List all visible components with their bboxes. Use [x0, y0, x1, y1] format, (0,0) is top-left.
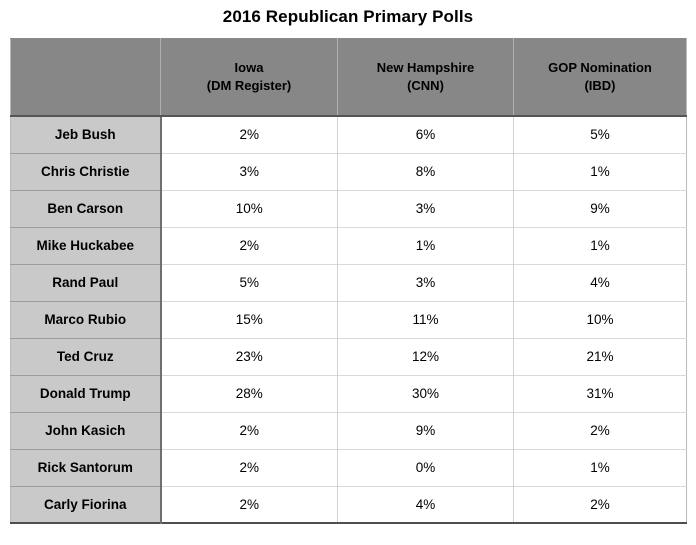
table-row: Ted Cruz 23% 12% 21%: [10, 337, 687, 375]
table-row: Marco Rubio 15% 11% 10%: [10, 300, 687, 338]
table-row: John Kasich 2% 9% 2%: [10, 411, 687, 449]
column-header-source: (CNN): [407, 78, 444, 93]
poll-value-cell: 12%: [337, 337, 514, 375]
poll-value-cell: 5%: [160, 263, 338, 301]
table-row: Chris Christie 3% 8% 1%: [10, 152, 687, 190]
column-header-new-hampshire: New Hampshire (CNN): [337, 38, 514, 117]
poll-value-cell: 6%: [337, 116, 514, 153]
poll-value-cell: 10%: [513, 300, 687, 338]
candidate-name-cell: Rick Santorum: [10, 448, 162, 486]
poll-value-cell: 0%: [337, 448, 514, 486]
poll-value-cell: 31%: [513, 374, 687, 412]
table-row: Rick Santorum 2% 0% 1%: [10, 448, 687, 486]
poll-value-cell: 5%: [513, 116, 687, 153]
poll-value-cell: 15%: [160, 300, 338, 338]
poll-value-cell: 3%: [337, 189, 514, 227]
poll-value-cell: 8%: [337, 152, 514, 190]
corner-header-cell: [10, 38, 161, 117]
poll-value-cell: 10%: [160, 189, 338, 227]
column-header-source: (IBD): [584, 78, 616, 93]
poll-value-cell: 2%: [160, 485, 338, 523]
candidate-name-cell: Ben Carson: [10, 189, 162, 227]
column-header-iowa: Iowa (DM Register): [160, 38, 338, 117]
poll-value-cell: 2%: [160, 448, 338, 486]
poll-value-cell: 4%: [337, 485, 514, 523]
column-header-label: Iowa: [234, 59, 264, 75]
page-title: 2016 Republican Primary Polls: [222, 7, 474, 26]
poll-value-cell: 2%: [160, 226, 338, 264]
candidate-name-cell: Carly Fiorina: [10, 485, 162, 523]
candidate-name-cell: Donald Trump: [10, 374, 162, 412]
table-row: Mike Huckabee 2% 1% 1%: [10, 226, 687, 264]
poll-value-cell: 2%: [160, 116, 338, 153]
candidate-name-cell: Jeb Bush: [10, 116, 162, 153]
poll-value-cell: 2%: [513, 485, 687, 523]
poll-value-cell: 2%: [513, 411, 687, 449]
table-row: Ben Carson 10% 3% 9%: [10, 189, 687, 227]
poll-value-cell: 1%: [513, 448, 687, 486]
poll-value-cell: 3%: [160, 152, 338, 190]
table-row: Donald Trump 28% 30% 31%: [10, 374, 687, 412]
candidate-name-cell: Mike Huckabee: [10, 226, 162, 264]
poll-value-cell: 30%: [337, 374, 514, 412]
poll-value-cell: 23%: [160, 337, 338, 375]
poll-value-cell: 11%: [337, 300, 514, 338]
poll-value-cell: 9%: [513, 189, 687, 227]
poll-value-cell: 1%: [337, 226, 514, 264]
poll-value-cell: 1%: [513, 226, 687, 264]
candidate-name-cell: Marco Rubio: [10, 300, 162, 338]
column-header-label: New Hampshire: [376, 59, 475, 75]
poll-value-cell: 2%: [160, 411, 338, 449]
poll-value-cell: 3%: [337, 263, 514, 301]
column-header-gop-nomination: GOP Nomination (IBD): [513, 38, 687, 117]
polls-table: Iowa (DM Register) New Hampshire (CNN) G…: [10, 38, 687, 524]
candidate-name-cell: Chris Christie: [10, 152, 162, 190]
poll-value-cell: 1%: [513, 152, 687, 190]
poll-value-cell: 9%: [337, 411, 514, 449]
candidate-name-cell: John Kasich: [10, 411, 162, 449]
candidate-name-cell: Ted Cruz: [10, 337, 162, 375]
column-header-label: GOP Nomination: [548, 59, 652, 75]
table-row: Jeb Bush 2% 6% 5%: [10, 116, 687, 153]
poll-value-cell: 21%: [513, 337, 687, 375]
table-body: Jeb Bush 2% 6% 5% Chris Christie 3% 8% 1…: [10, 116, 687, 523]
column-header-source: (DM Register): [206, 78, 292, 93]
candidate-name-cell: Rand Paul: [10, 263, 162, 301]
table-row: Carly Fiorina 2% 4% 2%: [10, 485, 687, 523]
table-row: Rand Paul 5% 3% 4%: [10, 263, 687, 301]
table-header-row: Iowa (DM Register) New Hampshire (CNN) G…: [10, 38, 687, 117]
poll-value-cell: 4%: [513, 263, 687, 301]
poll-value-cell: 28%: [160, 374, 338, 412]
